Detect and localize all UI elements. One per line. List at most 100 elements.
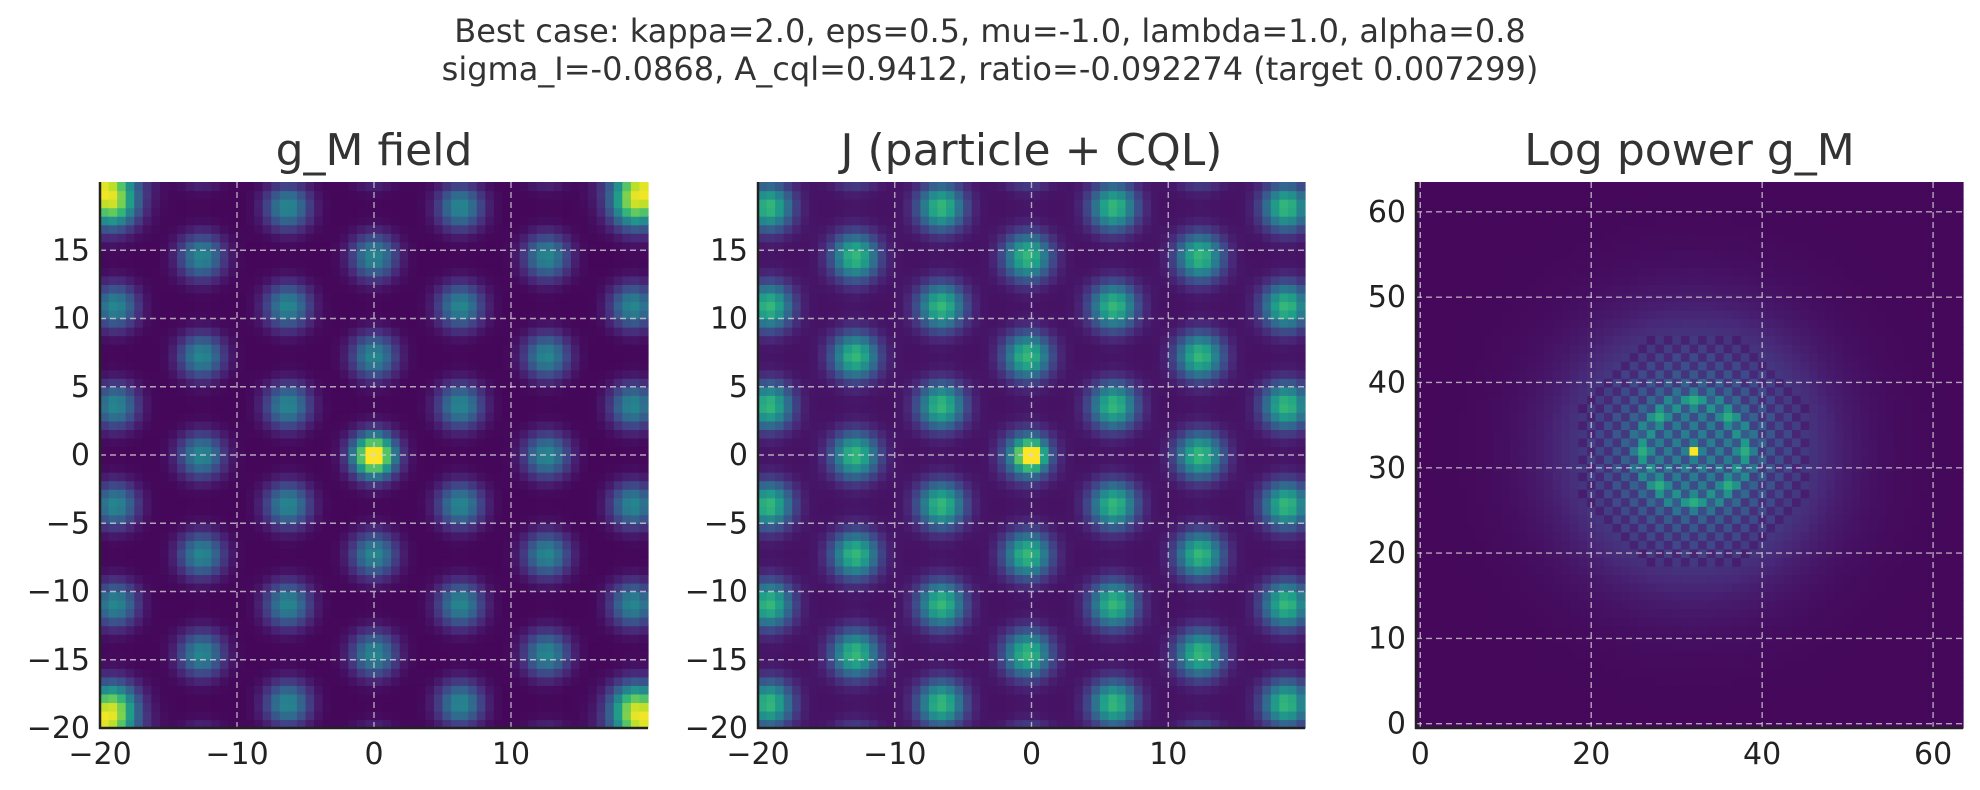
heatmap-cell	[134, 608, 144, 618]
heatmap-cell	[237, 395, 247, 405]
heatmap-cell	[476, 702, 486, 712]
heatmap-cell	[433, 455, 444, 465]
heatmap-cell	[194, 258, 204, 268]
heatmap-cell	[168, 608, 178, 618]
heatmap-cell	[416, 216, 426, 226]
heatmap-cell	[125, 344, 135, 354]
heatmap-cell	[117, 258, 127, 268]
heatmap-cell	[639, 241, 649, 251]
heatmap-cell	[365, 540, 375, 550]
heatmap-cell	[1185, 659, 1195, 669]
heatmap-cell	[237, 685, 247, 695]
heatmap-cell	[579, 659, 589, 669]
heatmap-cell	[254, 233, 264, 243]
heatmap-cell	[553, 369, 563, 379]
heatmap-cell	[442, 216, 452, 226]
heatmap-cell	[588, 275, 598, 285]
heatmap-cell	[511, 250, 521, 260]
heatmap-cell	[476, 224, 486, 234]
heatmap-cell	[245, 301, 255, 311]
heatmap-cell	[433, 642, 444, 652]
heatmap-cell	[374, 318, 384, 328]
heatmap-cell	[485, 693, 495, 704]
heatmap-cell	[834, 719, 845, 729]
heatmap-cell	[425, 216, 435, 226]
heatmap-cell	[271, 600, 281, 610]
heatmap-cell	[211, 710, 221, 721]
heatmap-cell	[168, 207, 178, 217]
heatmap-cell	[125, 378, 135, 388]
heatmap-cell	[108, 548, 118, 558]
heatmap-cell	[322, 352, 332, 362]
heatmap-cell	[433, 617, 444, 627]
heatmap-cell	[254, 190, 264, 200]
heatmap-cell	[382, 267, 392, 277]
heatmap-cell	[433, 233, 444, 243]
heatmap-cell	[1074, 676, 1084, 686]
heatmap-cell	[639, 327, 649, 337]
heatmap-cell	[596, 497, 606, 507]
heatmap-cell	[331, 403, 341, 413]
heatmap-cell	[408, 292, 418, 303]
heatmap-cell	[254, 676, 264, 686]
heatmap-cell	[339, 420, 349, 431]
heatmap-cell	[553, 437, 563, 448]
heatmap-cell	[348, 233, 358, 243]
heatmap-cell	[622, 548, 632, 558]
heatmap-cell	[296, 514, 307, 524]
heatmap-cell	[416, 668, 426, 678]
heatmap-cell	[279, 378, 289, 388]
heatmap-cell	[502, 523, 512, 533]
heatmap-cell	[988, 659, 998, 669]
heatmap-cell	[1219, 702, 1229, 712]
heatmap-cell	[451, 668, 461, 678]
heatmap-cell	[536, 224, 546, 234]
heatmap-cell	[1210, 693, 1221, 704]
heatmap-cell	[288, 617, 298, 627]
heatmap-cell	[570, 634, 581, 644]
heatmap-cell	[954, 710, 964, 721]
heatmap-cell	[605, 531, 615, 541]
heatmap-cell	[314, 207, 324, 217]
heatmap-cell	[117, 275, 127, 285]
heatmap-cell	[605, 608, 615, 618]
heatmap-cell	[100, 514, 110, 524]
heatmap-cell	[339, 224, 349, 234]
heatmap-cell	[356, 582, 367, 593]
heatmap-cell	[159, 361, 170, 371]
heatmap-cell	[177, 199, 187, 209]
heatmap-cell	[177, 676, 187, 686]
heatmap-cell	[219, 642, 230, 652]
heatmap-cell	[817, 634, 827, 644]
heatmap-cell	[613, 719, 623, 729]
heatmap-cell	[562, 514, 572, 524]
heatmap-cell	[365, 565, 375, 576]
heatmap-cell	[331, 719, 341, 729]
heatmap-cell	[605, 548, 615, 558]
heatmap-cell	[596, 463, 606, 473]
heatmap-cell	[1108, 668, 1118, 678]
heatmap-cell	[1151, 659, 1161, 669]
heatmap-cell	[630, 565, 641, 576]
heatmap-cell	[279, 531, 289, 541]
heatmap-cell	[271, 685, 281, 695]
heatmap-cell	[117, 284, 127, 294]
heatmap-cell	[1185, 685, 1195, 695]
heatmap-cell	[374, 446, 384, 456]
heatmap-cell	[433, 250, 444, 260]
heatmap-cell	[528, 412, 538, 422]
heatmap-cell	[134, 267, 144, 277]
heatmap-cell	[886, 702, 896, 712]
heatmap-cell	[322, 455, 332, 465]
heatmap-cell	[314, 557, 324, 567]
heatmap-cell	[142, 523, 152, 533]
heatmap-cell	[185, 557, 195, 567]
heatmap-cell	[331, 489, 341, 499]
heatmap-cell	[536, 395, 546, 405]
heatmap-cell	[1116, 668, 1127, 678]
heatmap-cell	[570, 386, 581, 396]
heatmap-cell	[245, 523, 255, 533]
heatmap-cell	[348, 634, 358, 644]
heatmap-cell	[630, 480, 641, 490]
heatmap-cell	[971, 617, 981, 627]
